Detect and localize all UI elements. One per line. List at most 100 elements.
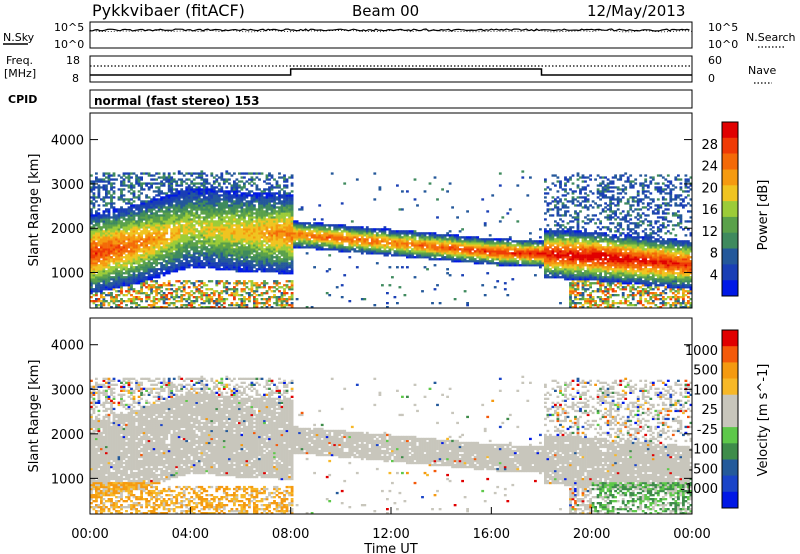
power-cell [438, 238, 442, 241]
power-cell [100, 226, 103, 229]
power-cell [152, 258, 156, 261]
power-cell [401, 266, 404, 269]
power-cell [233, 298, 236, 301]
power-cell [255, 282, 259, 285]
power-cell [222, 300, 226, 303]
power-cell [233, 224, 236, 227]
power-cell [245, 250, 249, 253]
power-cell [152, 202, 156, 205]
power-cell [102, 172, 106, 175]
power-cell [182, 234, 186, 237]
power-cell [258, 210, 261, 213]
power-cell [135, 276, 138, 279]
power-cell [260, 196, 264, 199]
power-cell [446, 250, 449, 253]
power-cell [130, 214, 133, 217]
power-cell [433, 240, 437, 243]
power-cell [275, 288, 279, 291]
power-cell [157, 248, 161, 251]
power-cell [233, 180, 236, 183]
power-cell [393, 232, 397, 235]
power-cell [423, 190, 427, 193]
power-cell [190, 180, 194, 183]
power-cell [140, 238, 143, 241]
power-cell [278, 298, 281, 301]
power-cell [152, 254, 156, 257]
power-cell [147, 226, 151, 229]
power-cell [436, 252, 439, 255]
power-cell [165, 244, 169, 247]
power-cell [115, 244, 118, 247]
power-cell [353, 248, 357, 251]
power-cell [373, 240, 377, 243]
power-cell [117, 208, 121, 211]
power-cell [125, 220, 128, 223]
power-cell [182, 212, 186, 215]
power-cell [238, 266, 241, 269]
power-cell [117, 198, 121, 201]
power-cell [285, 304, 289, 307]
power-cell [353, 228, 357, 231]
power-cell [207, 298, 211, 301]
power-cell [278, 250, 281, 253]
power-cell [253, 216, 256, 219]
power-cell [258, 266, 261, 269]
power-cell [270, 262, 274, 265]
power-cell [238, 180, 241, 183]
power-cell [330, 232, 334, 235]
power-cell [303, 228, 306, 231]
power-cell [132, 220, 136, 223]
power-cell [318, 222, 322, 225]
power-cell [115, 226, 118, 229]
power-cell [137, 304, 141, 307]
power-cell [165, 248, 169, 251]
power-cell [451, 236, 454, 239]
power-cell [165, 216, 169, 219]
power-cell [238, 248, 241, 251]
power-cell [127, 234, 131, 237]
power-cell [253, 284, 256, 287]
power-cell [386, 234, 389, 237]
power-cell [370, 242, 374, 245]
power-cell [456, 258, 459, 261]
power-cell [381, 250, 384, 253]
power-cell [150, 212, 153, 215]
power-cell [280, 298, 284, 301]
power-cell [92, 244, 96, 247]
power-cell [275, 234, 279, 237]
power-cell [212, 220, 216, 223]
power-cell [97, 236, 101, 239]
power-cell [120, 280, 123, 283]
power-cell [117, 232, 121, 235]
power-cell [162, 248, 166, 251]
power-cell [217, 210, 221, 213]
power-cell [195, 182, 199, 185]
power-cell [197, 172, 201, 175]
power-cell [248, 260, 251, 263]
power-cell [197, 232, 201, 235]
power-cell [283, 212, 286, 215]
power-cell [268, 248, 271, 251]
power-cell [396, 242, 399, 245]
power-cell [147, 238, 151, 241]
power-cell [137, 276, 141, 279]
power-cell [408, 242, 412, 245]
power-cell [285, 284, 289, 287]
power-cell [95, 220, 98, 223]
power-cell [436, 198, 439, 201]
power-cell [102, 284, 106, 287]
power-cell [355, 266, 359, 269]
power-cell [273, 226, 276, 229]
power-cell [378, 242, 382, 245]
power-cell [325, 242, 329, 245]
power-cell [278, 256, 281, 259]
power-cell [147, 274, 151, 277]
power-cell [115, 286, 118, 289]
power-cell [456, 248, 459, 251]
power-cell [233, 214, 236, 217]
power-cell [125, 260, 128, 263]
power-cell [180, 294, 184, 297]
power-cell [200, 282, 204, 285]
power-cell [132, 276, 136, 279]
power-cell [233, 296, 236, 299]
